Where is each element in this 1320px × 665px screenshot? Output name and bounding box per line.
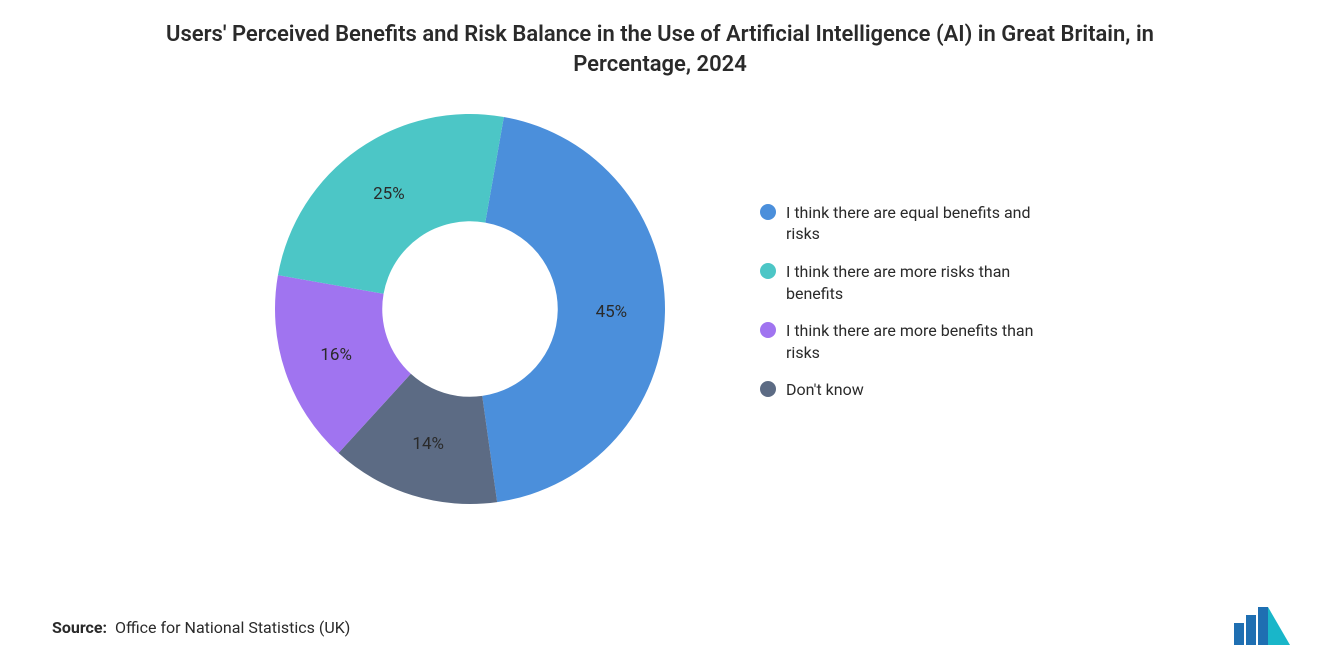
donut-slice: [482, 117, 665, 502]
legend-swatch-icon: [760, 263, 776, 279]
legend-label: I think there are more risks than benefi…: [786, 261, 1060, 304]
brand-logo-icon: [1232, 605, 1292, 645]
source-value: Office for National Statistics (UK): [115, 618, 350, 637]
chart-title: Users' Perceived Benefits and Risk Balan…: [0, 0, 1320, 89]
legend-label: I think there are equal benefits and ris…: [786, 202, 1060, 245]
slice-label: 25%: [373, 184, 405, 204]
legend-label: I think there are more benefits than ris…: [786, 320, 1060, 363]
legend-swatch-icon: [760, 322, 776, 338]
source-line: Source: Office for National Statistics (…: [52, 618, 350, 637]
legend-swatch-icon: [760, 381, 776, 397]
legend-swatch-icon: [760, 204, 776, 220]
donut-chart: 45% 14% 16% 25%: [260, 99, 680, 519]
legend-item: I think there are more benefits than ris…: [760, 320, 1060, 363]
legend-item: I think there are more risks than benefi…: [760, 261, 1060, 304]
slice-label: 45%: [596, 302, 628, 322]
slice-label: 14%: [412, 434, 444, 454]
slice-label: 16%: [320, 345, 352, 365]
legend: I think there are equal benefits and ris…: [760, 202, 1060, 417]
chart-body: 45% 14% 16% 25% I think there are equal ben…: [0, 89, 1320, 519]
source-label: Source:: [52, 618, 107, 637]
legend-item: Don't know: [760, 379, 1060, 401]
legend-label: Don't know: [786, 379, 864, 401]
legend-item: I think there are equal benefits and ris…: [760, 202, 1060, 245]
donut-slice: [278, 114, 504, 294]
